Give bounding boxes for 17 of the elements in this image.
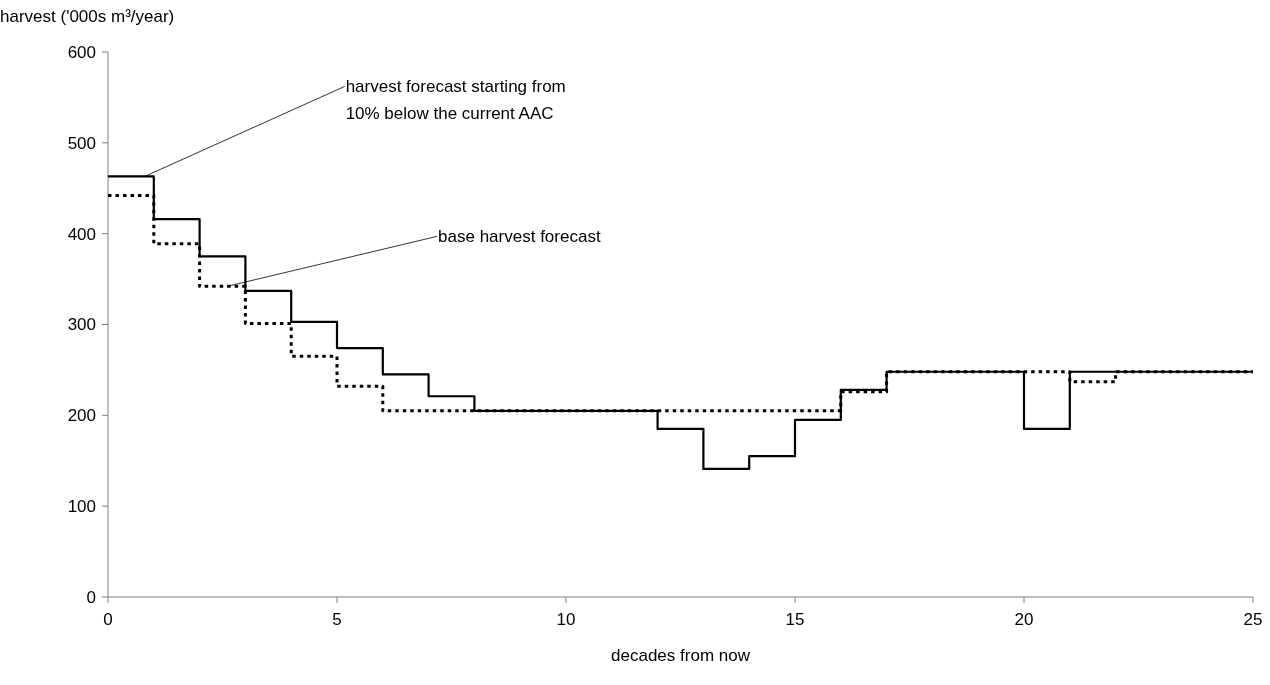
annotation: base harvest forecast <box>438 227 601 247</box>
y-tick-label: 400 <box>67 224 96 244</box>
x-axis-title: decades from now <box>611 646 751 665</box>
x-tick-label: 10 <box>556 610 576 629</box>
y-tick-label: 100 <box>67 497 96 517</box>
y-tick-label: 500 <box>67 133 96 153</box>
annotation: harvest forecast starting from 10% below the current AAC <box>345 77 566 123</box>
x-tick-label: 20 <box>1014 610 1034 629</box>
x-tick-label: 15 <box>785 610 805 629</box>
x-tick-label: 25 <box>1243 610 1263 629</box>
x-tick-label: 0 <box>103 610 113 629</box>
y-tick-label: 300 <box>67 315 96 335</box>
y-tick-label: 600 <box>67 42 96 62</box>
y-tick-label: 0 <box>86 587 96 607</box>
y-axis-title: harvest ('000s m³/year) <box>0 7 175 26</box>
x-tick-label: 5 <box>332 610 342 629</box>
y-tick-label: 200 <box>67 406 96 426</box>
